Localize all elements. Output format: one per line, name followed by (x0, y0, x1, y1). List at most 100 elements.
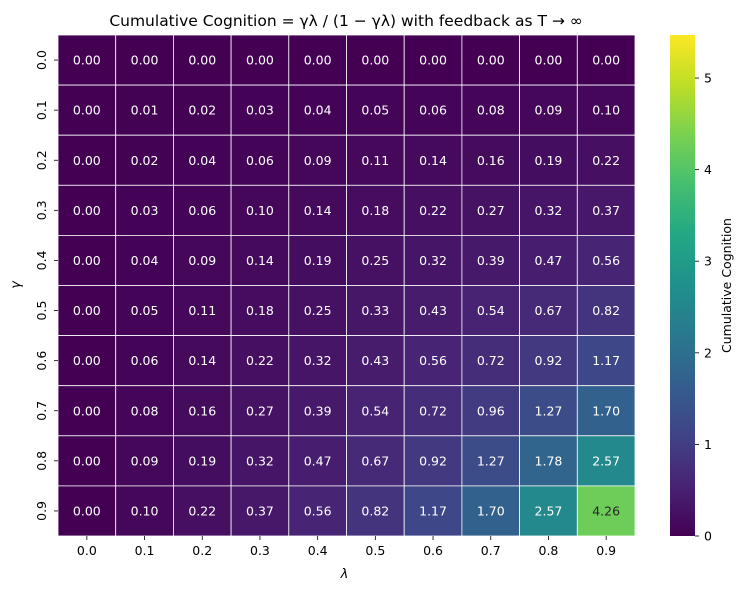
cell-value-label: 0.06 (419, 103, 447, 118)
cell-value-label: 0.11 (188, 303, 216, 318)
cell-value-label: 0.04 (304, 103, 332, 118)
x-tick-label: 0.5 (365, 543, 385, 558)
cell-value-label: 0.10 (592, 103, 620, 118)
cell-value-label: 0.10 (131, 503, 159, 518)
cell-value-label: 0.10 (246, 203, 274, 218)
cell-value-label: 0.27 (477, 203, 505, 218)
cell-value-label: 1.27 (535, 403, 563, 418)
x-axis-ticks: 0.0 0.1 0.2 0.3 0.4 0.5 0.6 0.7 0.8 0.9 (77, 536, 616, 558)
heatmap-cell (461, 34, 520, 86)
colorbar-tick-label: 1 (704, 437, 712, 452)
heatmap-cell (403, 234, 463, 286)
cell-value-label: 0.39 (477, 253, 505, 268)
cell-value-label: 0.08 (131, 403, 159, 418)
cell-value-label: 0.92 (419, 453, 447, 468)
x-tick-label: 0.9 (596, 543, 616, 558)
cell-value-label: 0.56 (592, 253, 620, 268)
heatmap-cell (461, 385, 520, 437)
heatmap-cell (57, 335, 117, 387)
cell-value-label: 0.00 (73, 103, 101, 118)
cell-value-label: 0.00 (73, 203, 101, 218)
colorbar-gradient (670, 35, 695, 536)
colorbar-tick-label: 5 (704, 71, 712, 86)
heatmap-cell (288, 485, 347, 537)
y-tick-label: 0.2 (34, 150, 49, 170)
heatmap-cell (519, 435, 578, 487)
cell-value-label: 0.06 (131, 353, 159, 368)
heatmap-cell (115, 485, 174, 537)
heatmap-cell (346, 485, 405, 537)
cell-value-label: 0.67 (361, 453, 389, 468)
heatmap-cell (346, 335, 405, 387)
heatmap-cell (519, 184, 578, 236)
cell-value-label: 0.56 (304, 503, 332, 518)
heatmap-cell (519, 385, 578, 437)
heatmap-cell (576, 184, 636, 236)
heatmap-cell (519, 285, 578, 336)
cell-value-label: 0.06 (246, 153, 274, 168)
heatmap-cell (346, 385, 405, 437)
cell-value-label: 0.00 (73, 403, 101, 418)
heatmap-cell (403, 435, 463, 487)
colorbar-tick-label: 3 (704, 254, 712, 269)
heatmap-cell (115, 234, 174, 286)
heatmap-cell (461, 134, 520, 186)
heatmap-cell (346, 234, 405, 286)
heatmap-cell (576, 435, 636, 487)
heatmap-cell (230, 385, 290, 437)
cell-value-label: 0.14 (246, 253, 274, 268)
y-tick-label: 0.6 (34, 351, 49, 371)
cell-value-label: 0.09 (131, 453, 159, 468)
heatmap-cell (115, 435, 174, 487)
cell-value-label: 0.22 (419, 203, 447, 218)
x-axis-label: λ (340, 567, 349, 582)
cell-value-label: 0.00 (73, 153, 101, 168)
cell-value-label: 0.32 (419, 253, 447, 268)
cell-value-label: 0.32 (246, 453, 274, 468)
x-tick-label: 0.8 (539, 543, 559, 558)
heatmap-cell (172, 435, 232, 487)
cell-value-label: 4.26 (592, 503, 620, 518)
cell-value-label: 0.25 (361, 253, 389, 268)
heatmap-cell (115, 134, 174, 186)
cell-value-label: 1.78 (535, 453, 563, 468)
heatmap-cell (461, 335, 520, 387)
y-tick-label: 0.5 (34, 301, 49, 321)
colorbar: 0 1 2 3 4 5 Cumulative Cognition (670, 35, 734, 544)
cell-value-label: 0.00 (73, 53, 101, 68)
heatmap-cell (172, 285, 232, 336)
heatmap-cell (403, 184, 463, 236)
cell-value-label: 0.37 (246, 503, 274, 518)
cell-value-label: 0.19 (535, 153, 563, 168)
heatmap-cell (57, 34, 117, 86)
y-tick-label: 0.8 (34, 451, 49, 471)
heatmap-cell (230, 435, 290, 487)
cell-value-label: 0.67 (535, 303, 563, 318)
heatmap-cell (576, 84, 636, 136)
y-axis-label: γ (9, 280, 24, 289)
heatmap-cell (461, 435, 520, 487)
heatmap-cell (576, 134, 636, 186)
cell-value-label: 0.00 (73, 503, 101, 518)
heatmap-cell (288, 385, 347, 437)
x-tick-label: 0.7 (481, 543, 501, 558)
y-tick-label: 0.7 (34, 401, 49, 421)
cell-value-label: 0.32 (304, 353, 332, 368)
heatmap-cell (576, 385, 636, 437)
heatmap-cell (115, 84, 174, 136)
heatmap-cell (346, 84, 405, 136)
heatmap-cell (346, 285, 405, 336)
cell-value-label: 0.03 (131, 203, 159, 218)
cell-value-label: 0.03 (246, 103, 274, 118)
heatmap-cell (519, 134, 578, 186)
cell-value-label: 0.00 (73, 353, 101, 368)
heatmap-cell (57, 485, 117, 537)
cell-value-label: 0.25 (304, 303, 332, 318)
y-tick-label: 0.1 (34, 100, 49, 120)
heatmap-cell (172, 34, 232, 86)
heatmap-cell (230, 285, 290, 336)
heatmap-cell (519, 485, 578, 537)
cell-value-label: 0.05 (131, 303, 159, 318)
x-tick-label: 0.3 (250, 543, 270, 558)
cell-value-label: 0.05 (361, 103, 389, 118)
